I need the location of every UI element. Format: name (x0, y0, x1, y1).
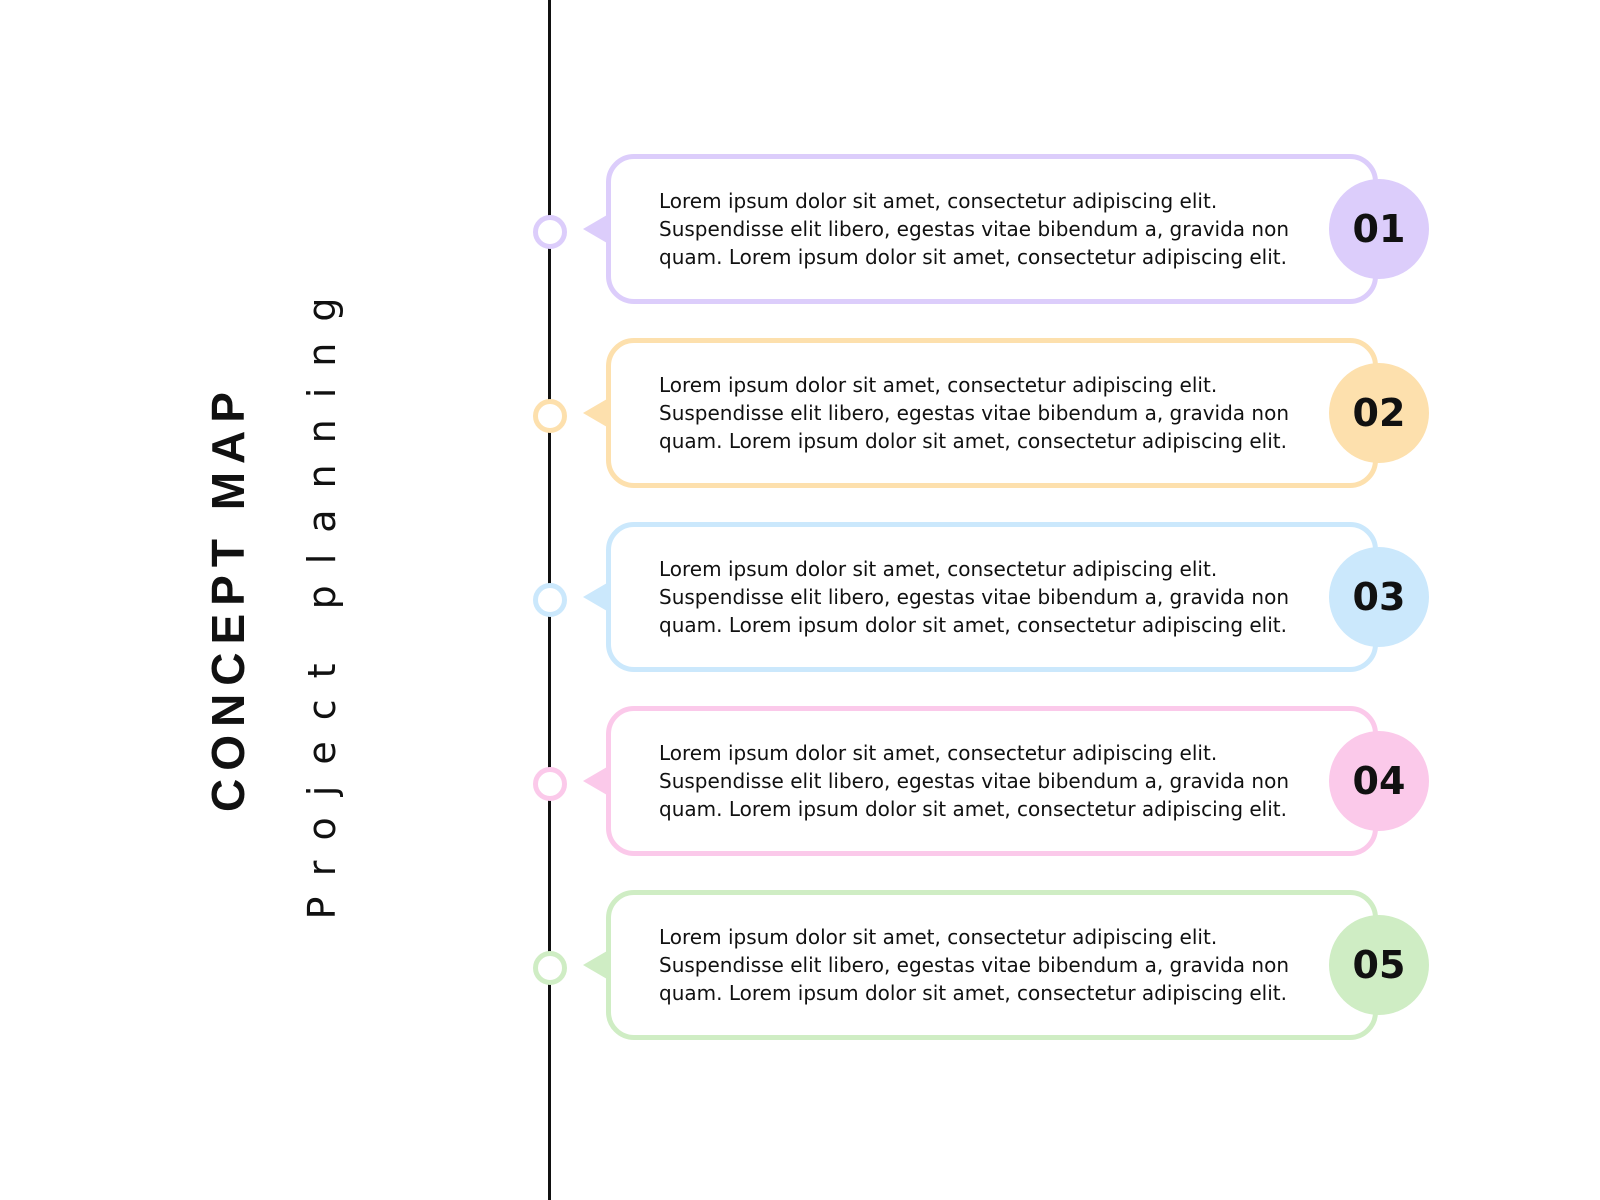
timeline-node-02 (533, 399, 567, 433)
card-pointer (583, 767, 607, 795)
card-text: Lorem ipsum dolor sit amet, consectetur … (659, 189, 1290, 269)
number-badge: 04 (1329, 731, 1429, 831)
timeline-node-04 (533, 767, 567, 801)
card-text: Lorem ipsum dolor sit amet, consectetur … (659, 741, 1290, 821)
concept-card-04: Lorem ipsum dolor sit amet, consectetur … (583, 706, 1429, 856)
subtitle: Project planning (300, 276, 344, 920)
number-badge: 02 (1329, 363, 1429, 463)
concept-card-03: Lorem ipsum dolor sit amet, consectetur … (583, 522, 1429, 672)
number-badge: 01 (1329, 179, 1429, 279)
card-pointer (583, 951, 607, 979)
timeline-node-01 (533, 215, 567, 249)
concept-card-02: Lorem ipsum dolor sit amet, consectetur … (583, 338, 1429, 488)
card-text: Lorem ipsum dolor sit amet, consectetur … (659, 557, 1290, 637)
number-badge: 03 (1329, 547, 1429, 647)
card-text: Lorem ipsum dolor sit amet, consectetur … (659, 373, 1290, 453)
card-pointer (583, 215, 607, 243)
concept-card-01: Lorem ipsum dolor sit amet, consectetur … (583, 154, 1429, 304)
card-text: Lorem ipsum dolor sit amet, consectetur … (659, 925, 1290, 1005)
card-pointer (583, 583, 607, 611)
number-badge: 05 (1329, 915, 1429, 1015)
concept-card-05: Lorem ipsum dolor sit amet, consectetur … (583, 890, 1429, 1040)
timeline-node-05 (533, 951, 567, 985)
main-title: CONCEPT MAP (202, 384, 254, 812)
title-block: CONCEPT MAP Project planning (0, 0, 344, 920)
timeline-node-03 (533, 583, 567, 617)
card-pointer (583, 399, 607, 427)
